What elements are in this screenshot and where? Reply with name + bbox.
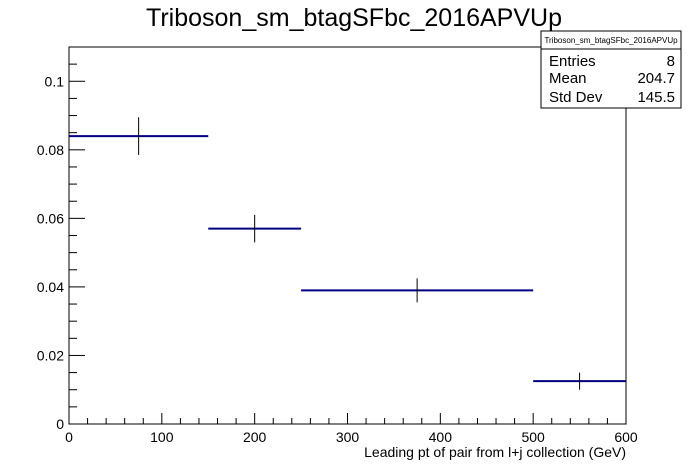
stats-box-frame [540,30,682,109]
y-tick-label: 0 [56,416,64,432]
y-axis: 0 0.02 0.04 0.06 0.08 0.1 [37,46,85,432]
x-axis: 0 100 200 300 400 500 600 [65,413,638,445]
y-tick-label: 0.08 [37,142,64,158]
stats-mean-label: Mean [549,70,587,87]
y-tick-label: 0.04 [37,279,64,295]
x-axis-label: Leading pt of pair from l+j collection (… [364,444,626,460]
stats-stddev-label: Std Dev [549,89,603,106]
stats-stddev-value: 145.5 [637,89,675,106]
y-tick-label: 0.1 [45,73,65,89]
stats-mean-value: 204.7 [637,70,675,87]
x-tick-label: 100 [150,429,174,445]
x-tick-label: 600 [614,429,638,445]
x-tick-label: 200 [243,429,267,445]
x-tick-label: 400 [429,429,453,445]
histogram-bins [69,117,626,390]
y-tick-label: 0.06 [37,210,64,226]
stats-entries-label: Entries [549,53,596,70]
y-tick-label: 0.02 [37,347,64,363]
chart-title: Triboson_sm_btagSFbc_2016APVUp [146,4,562,32]
stats-box: Triboson_sm_btagSFbc_2016APVUp Entries 8… [540,30,682,109]
x-tick-label: 0 [65,429,73,445]
x-tick-label: 500 [521,429,545,445]
x-tick-label: 300 [336,429,360,445]
stats-entries-value: 8 [667,53,675,70]
stats-box-name: Triboson_sm_btagSFbc_2016APVUp [544,36,678,45]
